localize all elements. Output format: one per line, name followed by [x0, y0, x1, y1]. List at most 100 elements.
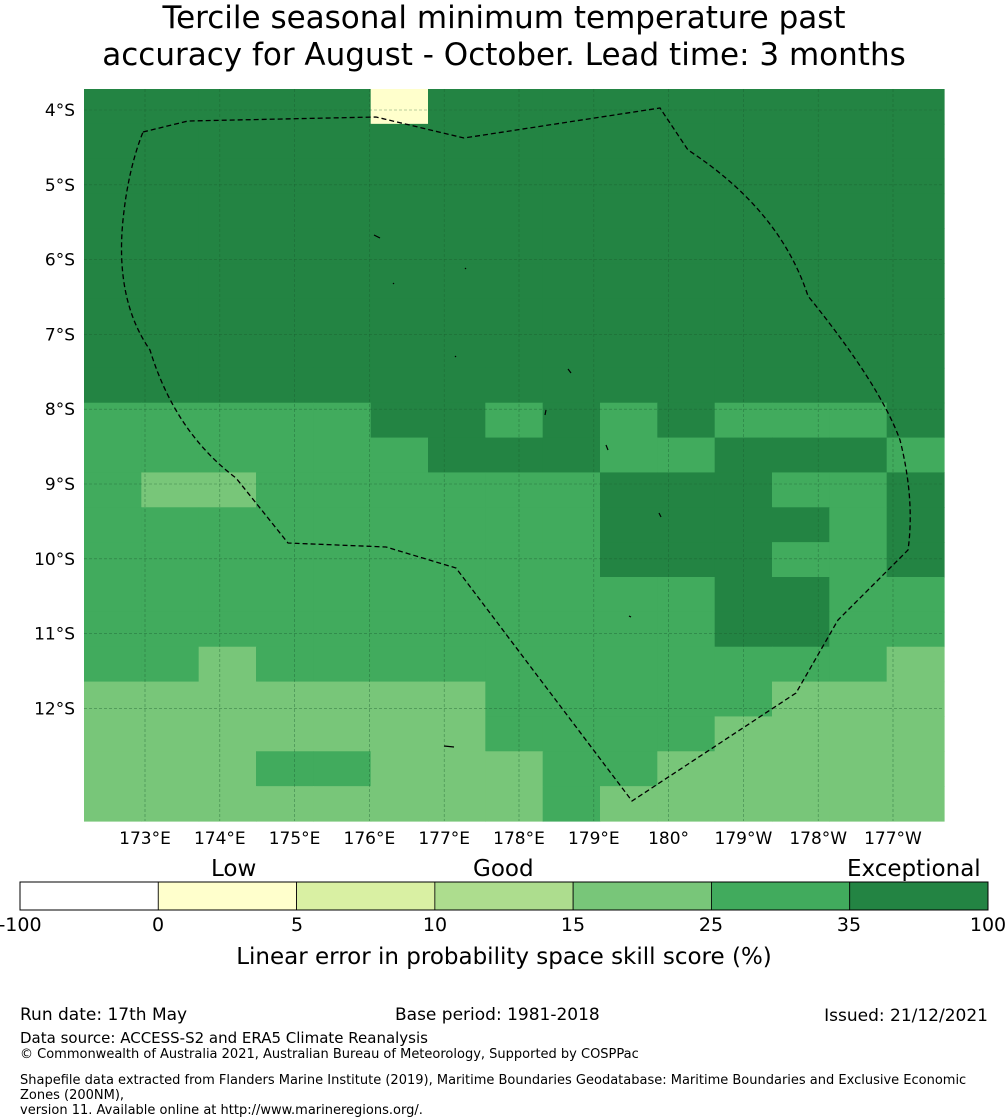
skill-cell — [313, 367, 372, 404]
skill-cell — [542, 402, 601, 439]
skill-cell — [657, 507, 716, 543]
skill-cell — [313, 472, 372, 508]
skill-cell — [141, 472, 200, 508]
latitude-label: 11°S — [34, 625, 75, 645]
colorbar-axis-label: Linear error in probability space skill … — [236, 944, 772, 970]
skill-cell — [772, 158, 830, 195]
colorbar-outline — [19, 881, 989, 911]
skill-cell — [256, 123, 314, 160]
colorbar-category-exceptional: Exceptional — [847, 856, 981, 882]
skill-cell — [84, 367, 142, 404]
skill-cell — [370, 577, 429, 613]
skill-cell — [256, 646, 314, 683]
skill-cell — [886, 751, 945, 787]
skill-cell — [256, 228, 314, 264]
skill-cell — [772, 123, 830, 160]
skill-cell — [600, 542, 658, 578]
skill-cell — [829, 298, 888, 334]
colorbar-tick: 0 — [151, 914, 165, 936]
skill-cell — [829, 646, 888, 683]
graticule — [84, 89, 944, 821]
skill-cell — [485, 611, 544, 648]
skill-cell — [600, 751, 658, 787]
skill-cell — [772, 367, 830, 404]
skill-cell — [198, 786, 257, 822]
skill-cell — [829, 751, 888, 787]
skill-cell — [829, 786, 888, 822]
skill-cell — [485, 228, 544, 264]
skill-cell — [657, 298, 716, 334]
skill-cell — [772, 402, 830, 439]
skill-cell — [600, 193, 658, 230]
skill-cell — [600, 298, 658, 334]
skill-cell — [772, 89, 830, 125]
copyright: © Commonwealth of Australia 2021, Austra… — [20, 1047, 639, 1062]
latitude-label: 7°S — [45, 325, 75, 345]
skill-cell — [542, 681, 601, 718]
skill-cell — [141, 577, 200, 613]
colorbar-category-low: Low — [211, 856, 257, 882]
skill-cell — [256, 507, 314, 543]
colorbar-segment — [849, 881, 989, 911]
skill-cell — [485, 333, 544, 369]
skill-cell — [829, 158, 888, 195]
skill-cell — [886, 646, 945, 683]
latitude-label: 12°S — [34, 699, 75, 719]
skill-cell — [313, 751, 372, 787]
skill-cell — [256, 681, 314, 718]
skill-cell — [370, 716, 429, 752]
skill-cell — [256, 577, 314, 613]
skill-cell — [886, 402, 945, 439]
skill-cell — [886, 123, 945, 160]
colorbar-segment — [157, 881, 297, 911]
skill-cell — [485, 507, 544, 543]
skill-cell — [370, 681, 429, 718]
skill-cell — [198, 751, 257, 787]
skill-cell — [886, 333, 945, 369]
skill-cell — [370, 263, 429, 299]
skill-cell — [600, 158, 658, 195]
colorbar-segment — [296, 881, 436, 911]
colorbar-tick: -100 — [0, 914, 42, 936]
skill-cell — [198, 507, 257, 543]
skill-cell — [542, 89, 601, 125]
skill-cell — [542, 472, 601, 508]
skill-cell — [84, 437, 142, 474]
skill-cell — [256, 298, 314, 334]
skill-cell — [428, 367, 486, 404]
longitude-label: 176°E — [344, 829, 396, 849]
skill-cell — [485, 751, 544, 787]
latitude-label: 4°S — [45, 101, 75, 121]
skill-cell — [829, 577, 888, 613]
skill-cell — [657, 89, 716, 125]
skill-cell — [428, 542, 486, 578]
skill-cell — [198, 89, 257, 125]
skill-cell — [84, 507, 142, 543]
colorbar-tick: 100 — [969, 914, 1007, 936]
skill-cell — [886, 611, 945, 648]
colorbar-tick: 15 — [560, 914, 586, 936]
skill-cell — [370, 472, 429, 508]
skill-cell — [600, 611, 658, 648]
skill-cell — [542, 193, 601, 230]
skill-cell — [772, 646, 830, 683]
skill-cell — [141, 367, 200, 404]
skill-cell — [370, 646, 429, 683]
skill-cell — [886, 437, 945, 474]
skill-cell — [256, 158, 314, 195]
skill-cell — [600, 786, 658, 822]
skill-cell — [84, 333, 142, 369]
skill-cell — [829, 263, 888, 299]
skill-cell — [600, 228, 658, 264]
skill-cell — [542, 646, 601, 683]
colorbar-segment — [19, 881, 159, 911]
skill-cell — [657, 577, 716, 613]
skill-cell — [542, 786, 601, 822]
skill-cell — [141, 123, 200, 160]
skill-cell — [485, 437, 544, 474]
skill-cell — [370, 367, 429, 404]
skill-cell — [313, 507, 372, 543]
skill-cell — [141, 402, 200, 439]
skill-cell — [657, 681, 716, 718]
skill-cell — [886, 193, 945, 230]
